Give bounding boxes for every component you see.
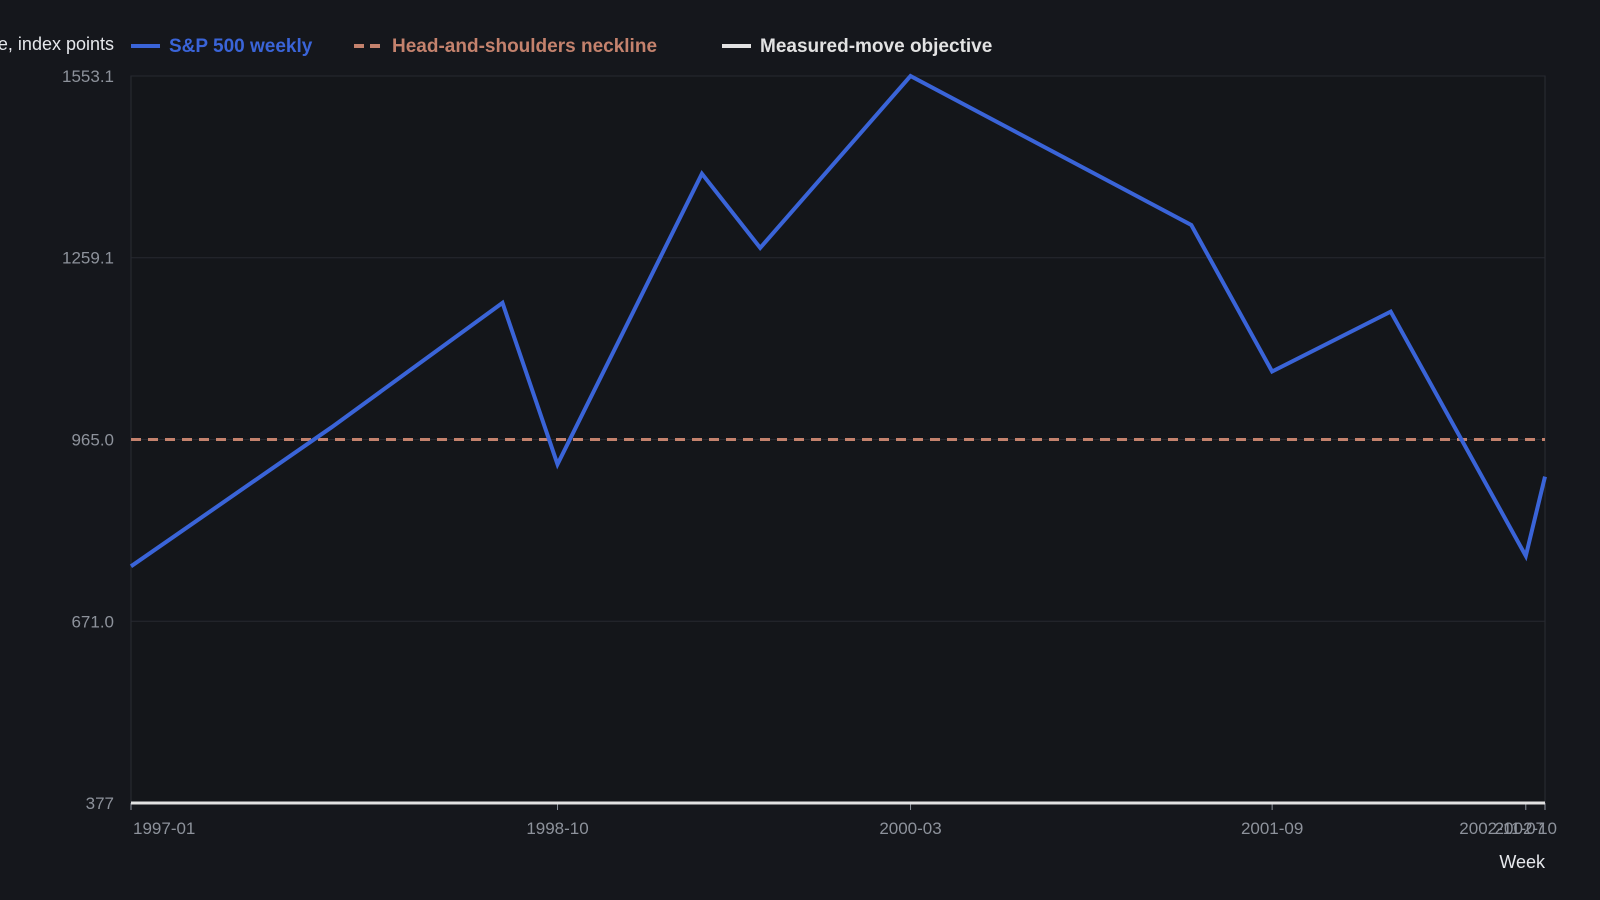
y-tick-label: 671.0 (71, 612, 114, 631)
x-tick-label: 2000-03 (879, 819, 941, 838)
legend-item-neckline-label: Head-and-shoulders neckline (392, 36, 657, 57)
x-tick-label: 1997-01 (133, 819, 195, 838)
y-tick-label: 1259.1 (62, 249, 114, 268)
sp500-series-line (129, 73, 1547, 568)
x-tick-label: 1998-10 (526, 819, 588, 838)
y-tick-label: 965.0 (71, 431, 114, 450)
y-tick-label: 377 (86, 794, 114, 813)
x-tick-label: 2002-11-07 (1459, 819, 1545, 838)
legend-item-measured-move-label: Measured-move objective (760, 36, 992, 57)
x-axis-title: Week (1499, 852, 1546, 872)
y-tick-label: 1553.1 (62, 67, 114, 86)
y-axis-title: Close, index points (0, 34, 114, 54)
x-tick-label: 2001-09 (1241, 819, 1303, 838)
x-tick-label: 2002-10 (1495, 819, 1557, 838)
legend-item-sp500-label: S&P 500 weekly (169, 36, 313, 57)
